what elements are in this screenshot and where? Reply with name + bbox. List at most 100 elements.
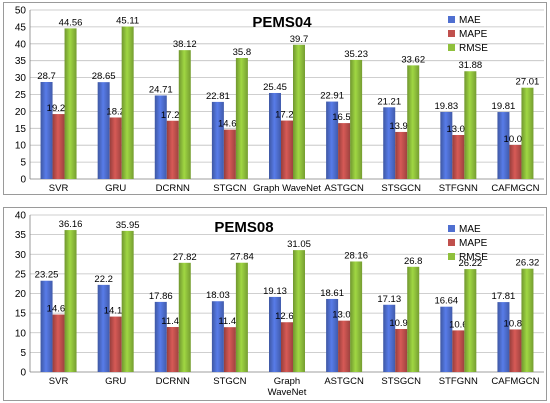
chart2-bar-mae [383,304,396,372]
chart1-y-tick-label: 30 [15,73,27,84]
chart2-bar-mae [269,296,281,372]
chart2-y-tick-label: 5 [20,348,26,359]
chart2-title: PEMS08 [214,219,273,236]
chart2-data-label: 12.68 [275,311,299,322]
chart1-bar-mape [452,134,465,179]
chart1-bar-rmse [521,87,534,179]
chart2-bar-rmse [521,268,534,372]
chart1-category-label: STFGNN [439,183,478,194]
chart1-data-label: 45.11 [116,16,139,27]
chart1-bar-mae [497,112,510,179]
chart2-data-label: 10.6 [449,319,468,330]
chart1-bar-mae [440,111,453,179]
chart1-data-label: 28.7 [37,71,56,82]
chart1-data-label: 17.23 [161,110,185,121]
chart1-bar-mae [269,92,281,179]
chart1-bar-rmse [464,71,477,179]
chart2-bar-mae [326,298,339,372]
chart2-category-label: CAFMGCN [491,376,539,387]
chart2-data-label: 26.22 [458,258,482,269]
chart2-legend-swatch-mape [448,239,455,246]
chart2-y-tick-label: 10 [15,328,27,339]
chart2-bar-mape [395,328,408,372]
chart1-bar-mape [395,131,408,179]
chart2-bar-mape [338,320,351,372]
chart1-bar-mape [338,123,351,179]
chart2-bar-mape [223,327,236,372]
chart1-data-label: 24.71 [149,84,173,95]
chart1-y-tick-label: 50 [15,6,27,17]
chart2-bar-rmse [350,261,363,372]
chart1-category-label: DCRNN [156,183,190,194]
pems08-bar-chart: 0 5 10 15 20 25 30 35 40 23.25 14.64 36.16 SVR 22.2 14… [15,211,544,398]
chart1-bar-mae [40,81,53,179]
chart1-bar-rmse [293,44,305,180]
chart1-y-tick-label: 20 [15,107,27,118]
chart1-bar-mape [223,129,236,179]
chart2-bar-mae [440,306,453,372]
chart1-data-label: 10.09 [504,134,528,145]
chart2-bar-mae [211,301,224,372]
chart2-data-label: 36.16 [59,219,83,230]
chart1-data-label: 21.21 [377,96,401,107]
chart2-y-tick-label: 40 [15,211,27,222]
chart1-data-label: 16.54 [332,112,356,123]
chart2-category-label: Graph [274,376,300,387]
chart1-bar-mape [52,114,65,179]
pems04-chart-panel: 0 5 10 15 20 25 30 35 40 45 50 28.7 19.21 44.56 SVR 28.… [3,2,547,195]
chart1-data-label: 22.91 [320,91,344,102]
chart1-data-label: 13.02 [446,124,470,135]
chart2-legend-label-mae: MAE [459,224,481,235]
chart2-data-label: 27.82 [173,252,197,263]
chart2-category-label: SVR [49,376,69,387]
chart1-data-label: 18.2 [106,106,125,117]
chart1-bar-mae [383,107,396,179]
chart1-bar-rmse [407,65,420,179]
chart2-data-label: 26.32 [516,258,540,269]
chart1-bar-mape [509,144,522,179]
chart2-bar-mape [109,316,122,372]
chart1-data-label: 27.01 [516,77,540,88]
pems08-chart-panel: 0 5 10 15 20 25 30 35 40 23.25 14.64 36.16 SVR 22.2 14… [3,207,547,401]
chart2-legend-swatch-rmse [448,253,455,260]
chart2-y-tick-label: 20 [15,289,27,300]
chart1-bar-mae [97,82,110,179]
chart1-bar-mae [154,95,167,179]
chart2-data-label: 28.16 [344,250,368,261]
chart1-bar-mape [166,120,179,179]
chart1-data-label: 28.65 [92,71,116,82]
chart1-data-label: 19.81 [492,101,516,112]
chart1-data-label: 14.61 [218,119,242,130]
chart2-legend-label-mape: MAPE [459,238,488,249]
chart2-category-label: STFGNN [439,376,478,387]
chart1-data-label: 17.29 [275,110,299,121]
chart2-data-label: 17.81 [492,291,516,302]
chart2-data-label: 26.8 [404,256,423,267]
chart2-data-label: 14.12 [104,306,128,317]
chart2-bar-mape [281,322,293,372]
chart1-category-label: CAFMGCN [491,183,539,194]
chart2-legend-label-rmse: RMSE [459,252,488,263]
chart2-category-label: STGCN [213,376,246,387]
chart1-y-tick-label: 40 [15,39,27,50]
chart2-data-label: 23.25 [35,270,59,281]
chart2-data-label: 27.84 [230,252,254,263]
chart2-bar-rmse [464,269,477,372]
chart1-bar-mape [281,120,293,179]
chart2-bar-mape [166,327,179,372]
chart1-bar-mae [211,101,224,179]
chart1-data-label: 13.92 [389,121,413,132]
chart2-category-label: GRU [105,376,126,387]
chart2-bar-mape [452,330,465,372]
chart1-bar-rmse [121,26,134,180]
chart1-category-label: STGCN [213,183,246,194]
chart1-category-label: Graph WaveNet [253,183,321,194]
chart1-data-label: 22.81 [206,91,230,102]
chart2-data-label: 17.13 [377,294,401,305]
chart2-bar-rmse [178,262,191,372]
chart1-y-tick-label: 25 [15,90,27,101]
chart1-bar-rmse [350,59,363,179]
chart2-bar-mae [497,302,510,372]
chart2-y-tick-label: 15 [15,309,27,320]
chart2-data-label: 17.86 [149,291,173,302]
